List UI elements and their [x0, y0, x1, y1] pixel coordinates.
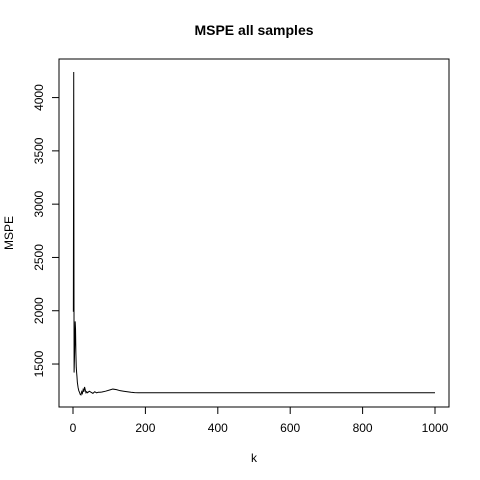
- x-tick-label: 600: [280, 421, 300, 435]
- x-tick-label: 1000: [422, 421, 449, 435]
- mspe-series-line: [72, 71, 435, 396]
- y-axis-label: MSPE: [2, 216, 16, 250]
- y-tick-label: 1500: [32, 350, 46, 377]
- y-tick-label: 2000: [32, 297, 46, 324]
- y-tick-label: 3000: [32, 190, 46, 217]
- x-axis: 0 200 400 600 800 1000: [70, 406, 449, 435]
- x-tick-label: 400: [208, 421, 228, 435]
- y-axis: 1500 2000 2500 3000 3500 4000: [32, 84, 60, 377]
- plot-frame: [58, 58, 450, 408]
- x-tick-label: 200: [135, 421, 155, 435]
- x-axis-label: k: [251, 451, 258, 465]
- chart-title: MSPE all samples: [194, 22, 313, 38]
- y-tick-label: 4000: [32, 84, 46, 111]
- x-tick-label: 0: [70, 421, 77, 435]
- x-tick-label: 800: [353, 421, 373, 435]
- y-tick-label: 3500: [32, 137, 46, 164]
- y-tick-label: 2500: [32, 244, 46, 271]
